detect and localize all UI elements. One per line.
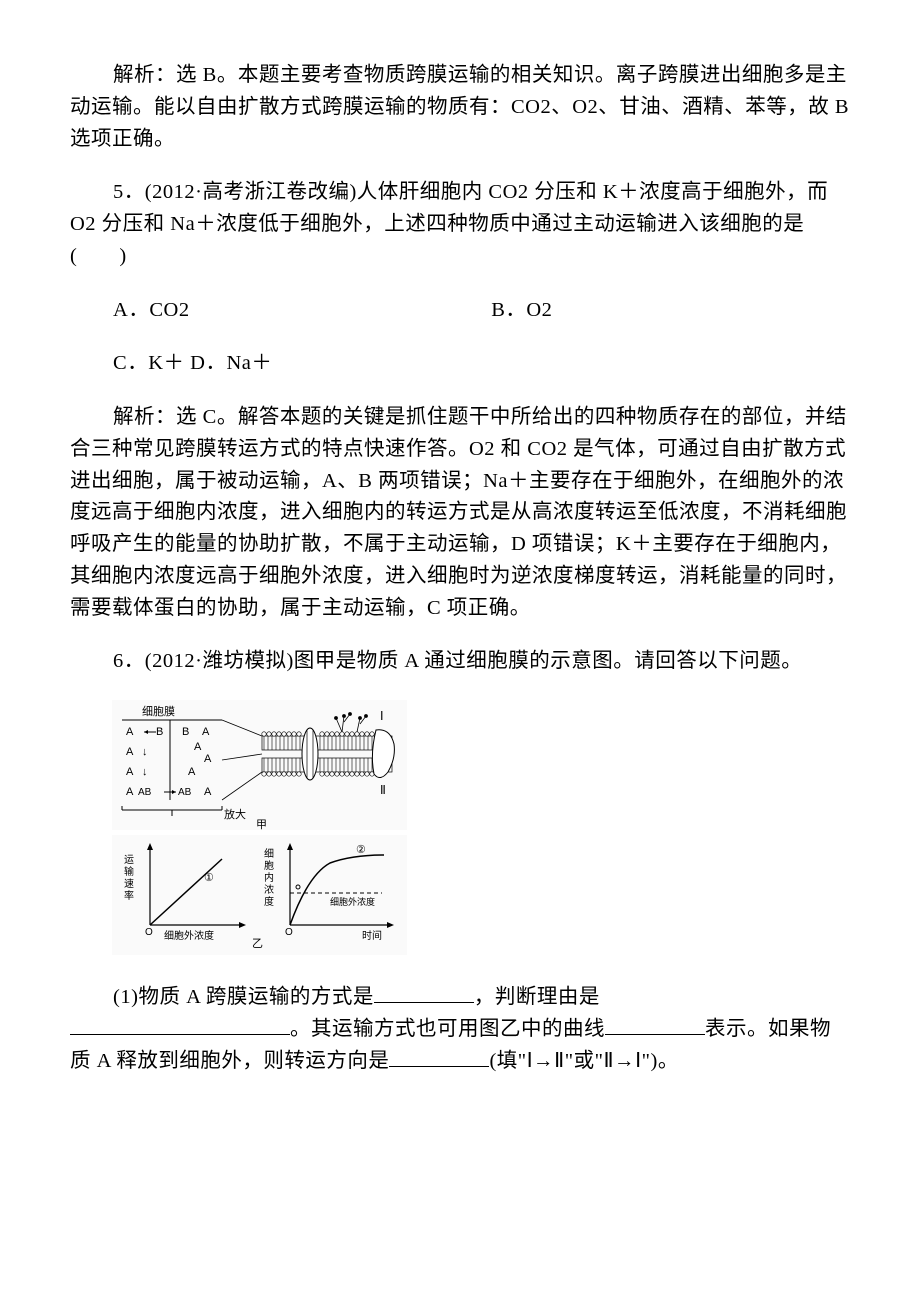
diagram-yi: O 运 输 速 率 细胞外浓度 ① O 细 胞 xyxy=(112,835,407,955)
svg-text:浓: 浓 xyxy=(264,884,274,896)
svg-text:A: A xyxy=(204,753,212,765)
zoom-label: 放大 xyxy=(224,807,246,821)
svg-text:O: O xyxy=(145,927,153,938)
diagram-jia-wrapper: 细胞膜 A A A A B ↓ ↓ AB B A A A A AB A xyxy=(112,700,850,835)
svg-text:A: A xyxy=(126,786,134,798)
svg-text:O: O xyxy=(285,927,293,938)
svg-text:A: A xyxy=(194,741,202,753)
jia-label: 甲 xyxy=(256,819,267,830)
svg-text:时间: 时间 xyxy=(362,929,382,942)
svg-text:AB: AB xyxy=(178,787,192,798)
blank-3 xyxy=(605,1015,705,1036)
diagram-block: 细胞膜 A A A A B ↓ ↓ AB B A A A A AB A xyxy=(112,700,850,960)
svg-text:运: 运 xyxy=(124,854,134,866)
membrane-label: 细胞膜 xyxy=(142,705,175,718)
svg-text:A: A xyxy=(126,766,134,778)
svg-text:A: A xyxy=(126,746,134,758)
blank-1 xyxy=(374,983,474,1004)
q5-options-ab: A．CO2 B．O2 xyxy=(70,295,850,327)
q5-option-b: B．O2 xyxy=(491,295,850,327)
q5-stem: 5．(2012·高考浙江卷改编)人体肝细胞内 CO2 分压和 K＋浓度高于细胞外… xyxy=(70,177,850,272)
svg-text:速: 速 xyxy=(124,878,134,890)
svg-text:细胞外浓度: 细胞外浓度 xyxy=(164,929,214,942)
q6-sub1-mid4: (填"Ⅰ→Ⅱ"或"Ⅱ→Ⅰ")。 xyxy=(489,1050,678,1072)
svg-text:↓: ↓ xyxy=(142,766,148,778)
svg-text:B: B xyxy=(182,726,189,738)
svg-text:A: A xyxy=(202,726,210,738)
diagram-yi-wrapper: O 运 输 速 率 细胞外浓度 ① O 细 胞 xyxy=(112,835,850,960)
svg-text:①: ① xyxy=(204,872,214,884)
svg-text:胞: 胞 xyxy=(264,860,274,872)
blank-2 xyxy=(70,1015,290,1036)
diagram-jia: 细胞膜 A A A A B ↓ ↓ AB B A A A A AB A xyxy=(112,700,407,830)
svg-text:A: A xyxy=(126,726,134,738)
q6-stem: 6．(2012·潍坊模拟)图甲是物质 A 通过细胞膜的示意图。请回答以下问题。 xyxy=(70,646,850,678)
q5-explanation: 解析：选 C。解答本题的关键是抓住题干中所给出的四种物质存在的部位，并结合三种常… xyxy=(70,402,850,624)
svg-text:输: 输 xyxy=(124,865,134,878)
q6-sub1-mid2: 。其运输方式也可用图乙中的曲线 xyxy=(290,1018,605,1040)
svg-text:↓: ↓ xyxy=(142,746,148,758)
svg-text:度: 度 xyxy=(264,895,274,908)
q5-option-a: A．CO2 xyxy=(70,295,491,327)
q6-sub1-mid1: ，判断理由是 xyxy=(474,986,600,1008)
svg-text:率: 率 xyxy=(124,889,134,902)
svg-text:细: 细 xyxy=(264,847,274,860)
q5-options-cd: C．K＋ D．Na＋ xyxy=(70,348,850,380)
svg-text:Ⅱ: Ⅱ xyxy=(380,783,386,797)
q4-explanation: 解析：选 B。本题主要考查物质跨膜运输的相关知识。离子跨膜进出细胞多是主动运输。… xyxy=(70,60,850,155)
svg-text:内: 内 xyxy=(264,871,274,884)
svg-text:A: A xyxy=(204,786,212,798)
blank-4 xyxy=(389,1046,489,1067)
yi-label: 乙 xyxy=(252,937,263,950)
svg-text:细胞外浓度: 细胞外浓度 xyxy=(330,896,375,907)
svg-text:B: B xyxy=(156,726,163,738)
q6-sub1-pre: (1)物质 A 跨膜运输的方式是 xyxy=(113,986,374,1008)
svg-text:②: ② xyxy=(356,844,366,856)
svg-text:AB: AB xyxy=(138,787,152,798)
q6-sub1: (1)物质 A 跨膜运输的方式是，判断理由是 。其运输方式也可用图乙中的曲线表示… xyxy=(70,982,850,1077)
svg-text:Ⅰ: Ⅰ xyxy=(380,709,384,723)
svg-text:A: A xyxy=(188,766,196,778)
